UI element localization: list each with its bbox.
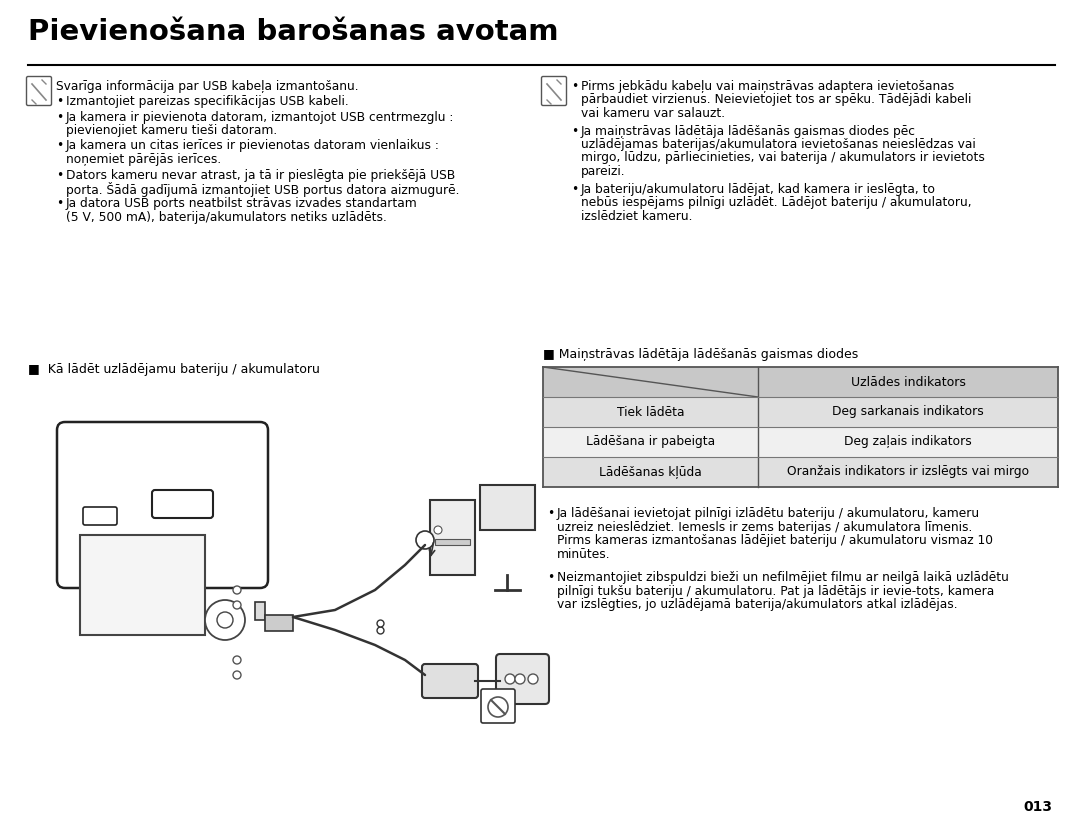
Circle shape <box>233 601 241 609</box>
Text: •: • <box>571 125 578 138</box>
Text: Ja maiņstrāvas lādētāja lādēšanās gaismas diodes pēc: Ja maiņstrāvas lādētāja lādēšanās gaisma… <box>581 125 916 138</box>
Circle shape <box>528 674 538 684</box>
Text: Ja kamera un citas ierīces ir pievienotas datoram vienlaikus :: Ja kamera un citas ierīces ir pievienota… <box>66 139 440 152</box>
Circle shape <box>488 697 508 717</box>
Text: •: • <box>56 111 64 124</box>
FancyBboxPatch shape <box>422 664 478 698</box>
Text: uzreiz neieslēdziet. Iemesls ir zems baterijas / akumulatora līmenis.: uzreiz neieslēdziet. Iemesls ir zems bat… <box>557 521 972 534</box>
FancyBboxPatch shape <box>480 485 535 530</box>
Text: Izmantojiet pareizas specifikācijas USB kabeli.: Izmantojiet pareizas specifikācijas USB … <box>66 95 349 108</box>
FancyBboxPatch shape <box>543 457 758 487</box>
Text: ■ Maiņstrāvas lādētāja lādēšanās gaismas diodes: ■ Maiņstrāvas lādētāja lādēšanās gaismas… <box>543 348 859 361</box>
Text: minūtes.: minūtes. <box>557 548 610 561</box>
Circle shape <box>217 612 233 628</box>
Text: uzlādējamas baterijas/akumulatora ievietošanas neieslēdzas vai: uzlādējamas baterijas/akumulatora ieviet… <box>581 138 975 151</box>
Text: nebūs iespējams pilnīgi uzlādēt. Lādējot bateriju / akumulatoru,: nebūs iespējams pilnīgi uzlādēt. Lādējot… <box>581 196 972 209</box>
Circle shape <box>416 531 434 549</box>
Text: •: • <box>546 571 554 584</box>
Text: Deg sarkanais indikators: Deg sarkanais indikators <box>832 406 984 418</box>
Text: Oranžais indikators ir izslēgts vai mirgo: Oranžais indikators ir izslēgts vai mirg… <box>787 465 1029 478</box>
FancyBboxPatch shape <box>543 427 758 457</box>
Text: Lādēšanas kļūda: Lādēšanas kļūda <box>599 465 702 478</box>
FancyBboxPatch shape <box>481 689 515 723</box>
Circle shape <box>233 656 241 664</box>
Circle shape <box>434 526 442 534</box>
Circle shape <box>505 674 515 684</box>
Text: (5 V, 500 mA), baterija/akumulators netiks uzlādēts.: (5 V, 500 mA), baterija/akumulators neti… <box>66 211 387 224</box>
Text: •: • <box>56 169 64 182</box>
FancyBboxPatch shape <box>27 77 52 105</box>
Text: •: • <box>56 95 64 108</box>
Text: Ja lādēšanai ievietojat pilnīgi izlādētu bateriju / akumulatoru, kameru: Ja lādēšanai ievietojat pilnīgi izlādētu… <box>557 507 981 520</box>
FancyBboxPatch shape <box>265 615 293 631</box>
Text: Tiek lādēta: Tiek lādēta <box>617 406 685 418</box>
Text: •: • <box>546 507 554 520</box>
Text: Dators kameru nevar atrast, ja tā ir pieslēgta pie priekšējā USB: Dators kameru nevar atrast, ja tā ir pie… <box>66 169 456 182</box>
Circle shape <box>233 586 241 594</box>
Text: •: • <box>56 197 64 210</box>
Text: Pirms kameras izmantošanas lādējiet bateriju / akumulatoru vismaz 10: Pirms kameras izmantošanas lādējiet bate… <box>557 534 993 547</box>
Text: pareizi.: pareizi. <box>581 165 625 178</box>
Text: Neizmantojiet zibspuldzi bieži un nefilmējiet filmu ar neilgā laikā uzlādētu: Neizmantojiet zibspuldzi bieži un nefilm… <box>557 571 1009 584</box>
FancyBboxPatch shape <box>255 602 265 620</box>
FancyBboxPatch shape <box>758 367 1058 397</box>
FancyBboxPatch shape <box>430 500 475 575</box>
Text: Ja bateriju/akumulatoru lādējat, kad kamera ir ieslēgta, to: Ja bateriju/akumulatoru lādējat, kad kam… <box>581 183 936 196</box>
FancyBboxPatch shape <box>152 490 213 518</box>
Circle shape <box>515 674 525 684</box>
Text: Uzlādes indikators: Uzlādes indikators <box>851 376 966 389</box>
Text: pievienojiet kameru tieši datoram.: pievienojiet kameru tieši datoram. <box>66 124 278 137</box>
FancyBboxPatch shape <box>57 422 268 588</box>
Text: noņemiet pārējās ierīces.: noņemiet pārējās ierīces. <box>66 153 221 166</box>
Text: Ja kamera ir pievienota datoram, izmantojot USB centrmezglu :: Ja kamera ir pievienota datoram, izmanto… <box>66 111 455 124</box>
FancyBboxPatch shape <box>758 397 1058 427</box>
Text: Lādēšana ir pabeigta: Lādēšana ir pabeigta <box>586 435 715 448</box>
Text: izslēdziet kameru.: izslēdziet kameru. <box>581 209 692 222</box>
FancyBboxPatch shape <box>83 507 117 525</box>
FancyBboxPatch shape <box>758 457 1058 487</box>
Text: var izslēgties, jo uzlādējamā baterija/akumulators atkal izlādējas.: var izslēgties, jo uzlādējamā baterija/a… <box>557 598 958 611</box>
FancyBboxPatch shape <box>758 427 1058 457</box>
FancyBboxPatch shape <box>435 539 470 545</box>
Text: mirgo, lūdzu, pārliecinieties, vai baterija / akumulators ir ievietots: mirgo, lūdzu, pārliecinieties, vai bater… <box>581 152 985 165</box>
Text: •: • <box>571 80 578 93</box>
Text: Svarīga informācija par USB kabeļa izmantošanu.: Svarīga informācija par USB kabeļa izman… <box>56 80 359 93</box>
FancyBboxPatch shape <box>543 367 758 397</box>
Text: ■  Kā lādēt uzlādējamu bateriju / akumulatoru: ■ Kā lādēt uzlādējamu bateriju / akumula… <box>28 363 320 376</box>
Text: •: • <box>56 139 64 152</box>
FancyBboxPatch shape <box>541 77 567 105</box>
Text: Ja datora USB ports neatbilst strāvas izvades standartam: Ja datora USB ports neatbilst strāvas iz… <box>66 197 418 210</box>
Circle shape <box>205 600 245 640</box>
Text: porta. Šādā gadījumā izmantojiet USB portus datora aizmugurē.: porta. Šādā gadījumā izmantojiet USB por… <box>66 182 459 197</box>
Text: Pievienošana barošanas avotam: Pievienošana barošanas avotam <box>28 18 558 46</box>
Text: •: • <box>571 183 578 196</box>
FancyBboxPatch shape <box>543 397 758 427</box>
Text: Deg zaļais indikators: Deg zaļais indikators <box>845 435 972 448</box>
FancyBboxPatch shape <box>496 654 549 704</box>
FancyBboxPatch shape <box>80 535 205 635</box>
Text: vai kameru var salauzt.: vai kameru var salauzt. <box>581 107 725 120</box>
Text: pilnīgi tukšu bateriju / akumulatoru. Pat ja lādētājs ir ievie-tots, kamera: pilnīgi tukšu bateriju / akumulatoru. Pa… <box>557 584 995 597</box>
Circle shape <box>233 671 241 679</box>
Text: Pirms jebkādu kabeļu vai maiņstrāvas adaptera ievietošanas: Pirms jebkādu kabeļu vai maiņstrāvas ada… <box>581 80 955 93</box>
Text: 013: 013 <box>1023 800 1052 814</box>
Text: pārbaudiet virzienus. Neievietojiet tos ar spēku. Tādējādi kabeli: pārbaudiet virzienus. Neievietojiet tos … <box>581 94 971 107</box>
